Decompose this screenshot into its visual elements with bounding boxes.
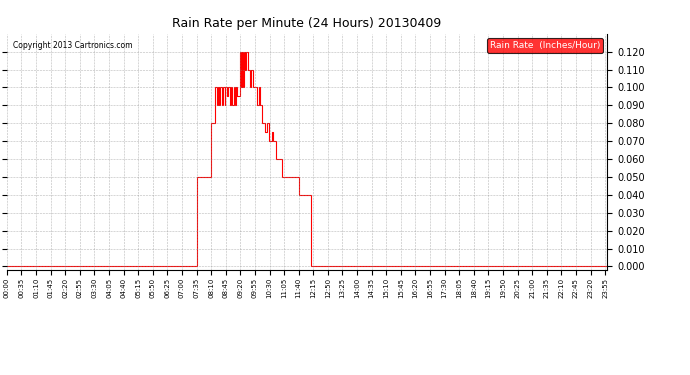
Title: Rain Rate per Minute (24 Hours) 20130409: Rain Rate per Minute (24 Hours) 20130409: [172, 17, 442, 30]
Legend: Rain Rate  (Inches/Hour): Rain Rate (Inches/Hour): [487, 38, 602, 53]
Text: Copyright 2013 Cartronics.com: Copyright 2013 Cartronics.com: [13, 41, 132, 50]
